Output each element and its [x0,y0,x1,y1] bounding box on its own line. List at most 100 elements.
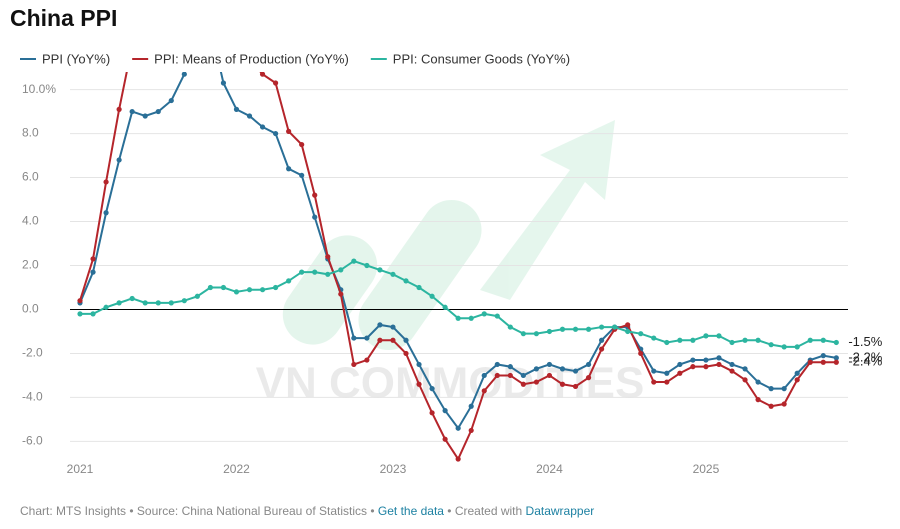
point [599,346,605,352]
point [651,335,657,341]
point [559,381,566,387]
point [390,271,396,277]
point [442,436,448,442]
y-tick-label: 10.0% [22,82,56,96]
point [533,331,540,337]
line [80,259,837,348]
point [299,269,305,275]
point [325,254,331,260]
x-tick-label: 2025 [693,462,720,476]
point [90,269,96,275]
legend-label: PPI: Consumer Goods (YoY%) [393,51,570,66]
point [455,456,461,462]
point [481,311,487,317]
point [638,331,644,337]
x-tick-label: 2024 [536,462,563,476]
point [768,386,774,392]
point [651,368,657,374]
point [442,304,448,310]
point [312,269,318,275]
point [416,361,422,368]
point [312,214,318,220]
point [207,284,213,291]
value-label: -1.5% [848,334,882,349]
point [129,295,135,302]
point [703,364,709,370]
point [273,130,279,137]
point [520,381,526,387]
point [507,372,513,379]
point [221,12,226,17]
value-label: -2.2% [848,349,882,364]
brand-link[interactable]: Datawrapper [526,504,595,518]
point [390,337,396,343]
point [742,366,748,372]
legend-label: PPI: Means of Production (YoY%) [154,51,349,66]
point [494,313,500,319]
point [416,381,422,387]
point [755,379,761,385]
point [833,359,839,365]
point [690,337,696,343]
series [77,12,839,462]
point [142,113,148,119]
footer: Chart: MTS Insights • Source: China Nati… [20,504,594,518]
point [729,339,735,346]
y-tick-label: -6.0 [22,434,43,448]
point [794,370,800,376]
point [429,410,435,416]
point [168,300,174,306]
point [716,355,722,361]
point [690,357,696,363]
point [716,361,722,368]
source: Source: China National Bureau of Statist… [137,504,367,518]
point [716,333,722,339]
point [299,172,305,178]
point [533,379,540,385]
point [468,315,474,321]
point [585,361,592,368]
x-tick-label: 2023 [380,462,407,476]
point [103,304,109,310]
point [364,262,370,269]
point [690,364,696,370]
series [77,258,839,350]
point [233,289,240,295]
point [286,128,292,134]
point [520,372,526,379]
point [377,267,383,273]
y-tick-label: -2.0 [22,346,43,360]
point [507,364,513,370]
point [403,337,409,343]
point [286,166,292,172]
point [559,326,566,332]
point [77,298,83,304]
point [338,291,344,297]
point [325,271,331,277]
point [677,370,683,376]
point [833,339,839,346]
point [820,359,826,365]
point [429,293,435,299]
point [299,141,305,148]
data-link[interactable]: Get the data [378,504,444,518]
point [599,337,605,343]
point [195,10,200,15]
point [208,23,213,28]
point [664,379,670,385]
point [833,355,839,361]
point [116,300,122,306]
point [233,106,240,112]
point [585,375,592,381]
point [612,324,618,330]
point [156,43,161,48]
point [246,113,253,119]
point [90,256,96,262]
point [794,377,800,383]
chart-title: China PPI [10,5,117,31]
point [481,388,487,394]
point [468,427,474,434]
point [364,357,370,363]
point [664,370,670,376]
point [169,28,174,33]
